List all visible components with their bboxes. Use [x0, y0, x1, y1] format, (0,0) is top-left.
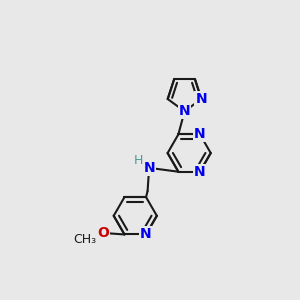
Text: CH₃: CH₃ — [73, 232, 96, 246]
Text: N: N — [140, 227, 152, 242]
Text: N: N — [179, 104, 190, 118]
Text: N: N — [194, 165, 206, 179]
Text: N: N — [196, 92, 207, 106]
Text: H: H — [134, 154, 143, 167]
Text: N: N — [194, 128, 206, 141]
Text: N: N — [143, 161, 155, 175]
Text: O: O — [97, 226, 109, 240]
